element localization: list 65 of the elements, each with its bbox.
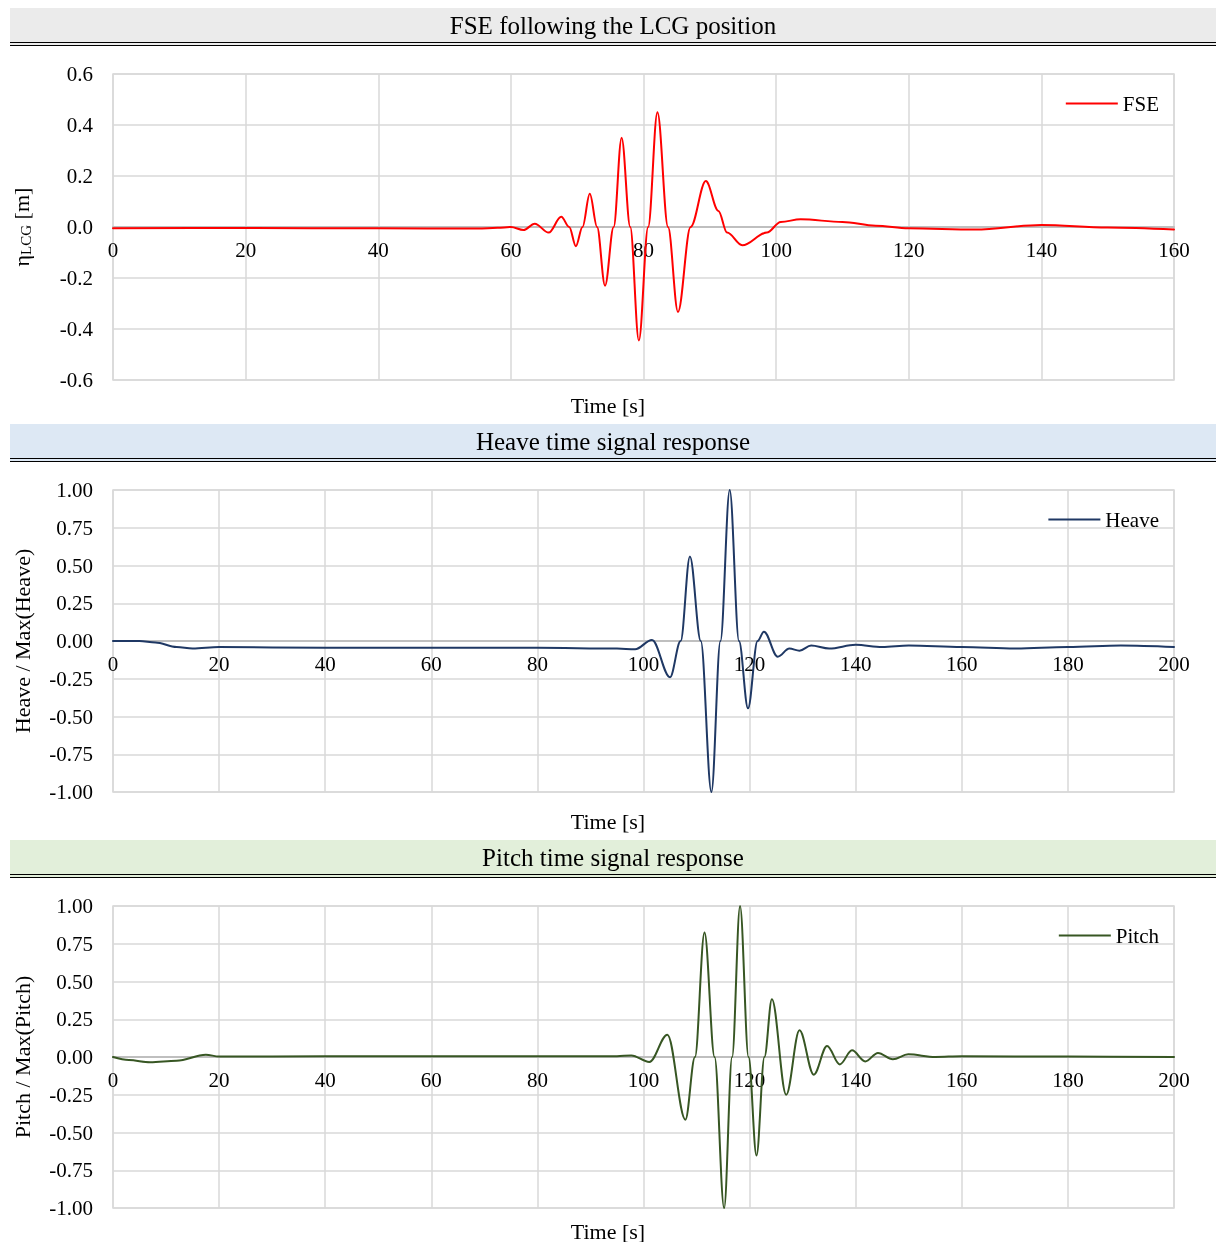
y-axis-title: Pitch / Max(Pitch) (9, 975, 35, 1139)
x-tick-label: 160 (946, 651, 978, 676)
y-tick-label: -0.6 (59, 368, 93, 392)
x-tick-label: 140 (839, 1067, 872, 1092)
x-tick-label: 100 (627, 651, 660, 676)
x-tick-label: 160 (1158, 237, 1190, 262)
y-tick-label: -0.2 (59, 266, 93, 290)
y-tick-label: -0.75 (49, 742, 93, 767)
y-tick-label: 1.00 (56, 478, 93, 502)
x-tick-label: 160 (946, 1067, 978, 1092)
y-tick-label: 0.50 (56, 969, 93, 994)
y-tick-label: -0.25 (49, 1082, 93, 1107)
y-tick-label: 0.00 (56, 629, 93, 653)
x-tick-label: 140 (1025, 237, 1058, 262)
y-tick-label: 0.50 (56, 553, 93, 578)
x-tick-label: 100 (627, 1067, 660, 1092)
y-tick-label: 0.75 (56, 515, 93, 540)
x-tick-label: 180 (1052, 1067, 1084, 1092)
y-tick-label: 1.00 (56, 894, 93, 918)
x-tick-label: 120 (893, 237, 925, 262)
x-tick-label: 40 (314, 651, 336, 676)
x-tick-label: 0 (107, 237, 119, 262)
y-axis-title: ηLCG [m] (9, 187, 34, 267)
y-tick-label: 0.00 (56, 1045, 93, 1069)
x-tick-label: 0 (107, 651, 119, 676)
x-tick-label: 200 (1158, 651, 1190, 676)
y-tick-label: -0.50 (49, 1120, 93, 1145)
y-tick-label: 0.6 (66, 62, 93, 86)
y-tick-label: 0.25 (56, 1007, 93, 1032)
y-axis-title: Heave / Max(Heave) (9, 548, 35, 734)
x-tick-label: 60 (420, 651, 442, 676)
x-tick-label: 60 (420, 1067, 442, 1092)
x-tick-label: 40 (314, 1067, 336, 1092)
x-axis-title: Time [s] (570, 808, 646, 834)
x-tick-label: 80 (526, 651, 548, 676)
x-tick-label: 20 (235, 237, 257, 262)
chart-title: Pitch time signal response (10, 840, 1216, 878)
legend-label: FSE (1122, 91, 1159, 116)
y-tick-label: -0.50 (49, 704, 93, 729)
x-axis-title: Time [s] (570, 1218, 646, 1242)
y-tick-label: 0.75 (56, 931, 93, 956)
x-axis-title: Time [s] (570, 392, 646, 418)
y-tick-label: -0.25 (49, 666, 93, 691)
y-tick-label: -1.00 (49, 1196, 93, 1220)
legend-label: Pitch (1115, 923, 1160, 948)
x-tick-label: 100 (760, 237, 792, 262)
y-tick-label: 0.25 (56, 591, 93, 616)
x-tick-label: 140 (839, 651, 872, 676)
x-tick-label: 20 (208, 651, 230, 676)
x-tick-label: 20 (208, 1067, 230, 1092)
y-tick-label: 0.0 (66, 215, 93, 239)
x-tick-label: 200 (1158, 1067, 1190, 1092)
y-tick-label: -1.00 (49, 780, 93, 804)
y-tick-label: -0.75 (49, 1158, 93, 1183)
y-tick-label: 0.4 (66, 113, 94, 137)
x-tick-label: 180 (1052, 651, 1084, 676)
x-tick-label: 0 (107, 1067, 119, 1092)
legend-label: Heave (1105, 507, 1160, 532)
x-tick-label: 40 (367, 237, 389, 262)
chart-title: FSE following the LCG position (10, 8, 1216, 46)
x-tick-label: 60 (500, 237, 522, 262)
y-tick-label: 0.2 (66, 164, 93, 188)
x-tick-label: 80 (526, 1067, 548, 1092)
chart-title: Heave time signal response (10, 424, 1216, 462)
y-tick-label: -0.4 (59, 317, 94, 341)
